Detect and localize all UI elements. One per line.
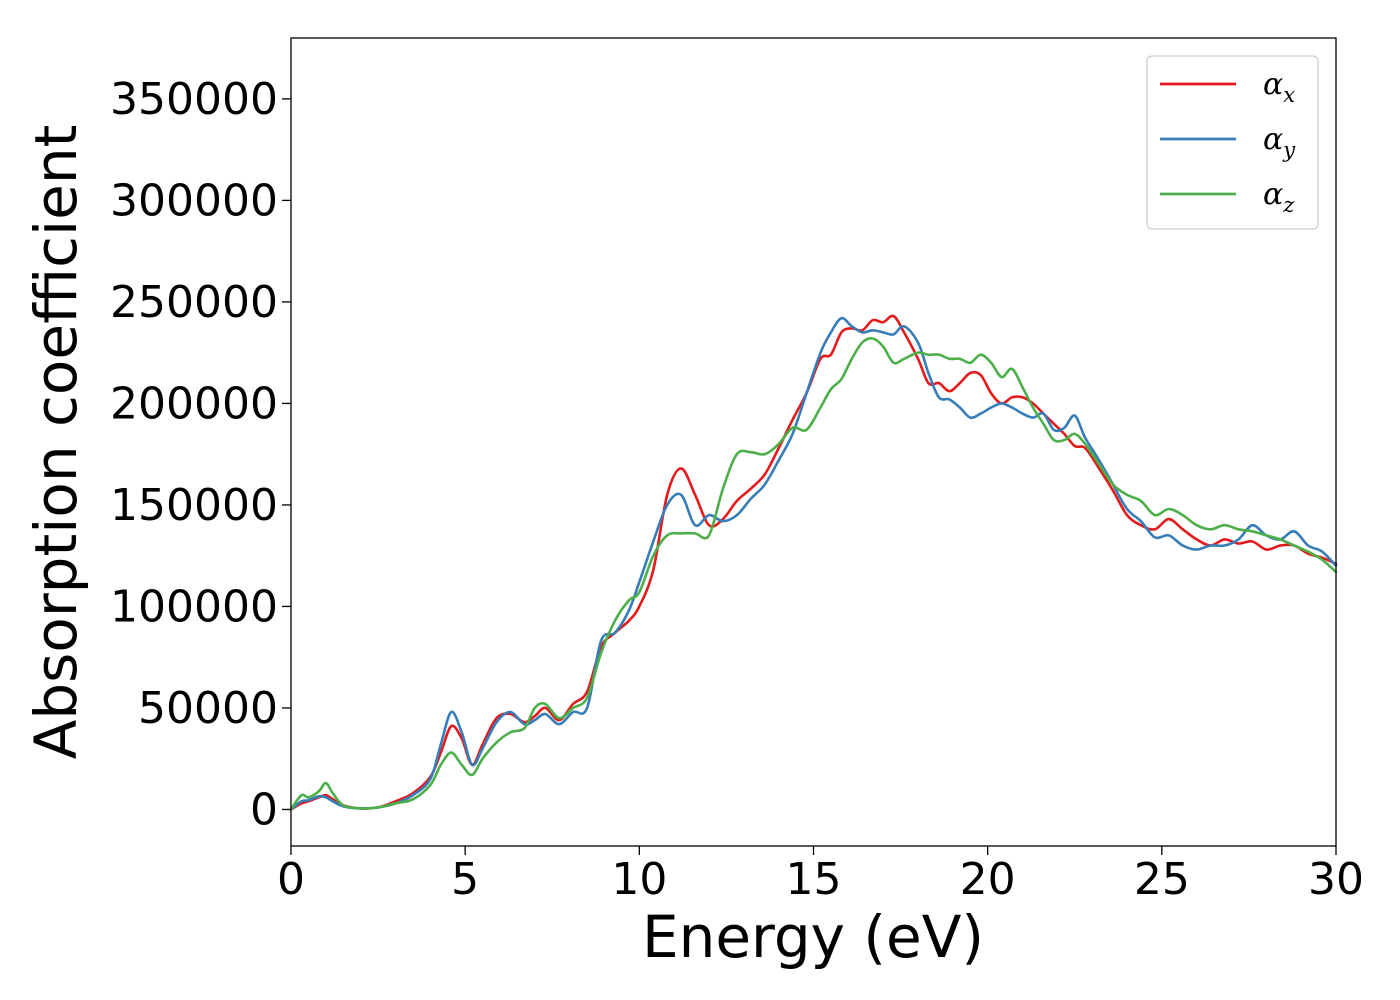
x-tick-label: 0 [277, 854, 305, 905]
series-line-x [289, 314, 1338, 811]
x-tick-label: 5 [451, 854, 479, 905]
x-tick-label: 30 [1308, 854, 1364, 905]
x-tick-label: 25 [1134, 854, 1190, 905]
y-tick-label: 0 [250, 784, 278, 835]
y-tick-label: 150000 [110, 480, 278, 531]
series-layer [289, 314, 1338, 811]
y-tick-label: 50000 [138, 683, 278, 734]
legend-box [1146, 55, 1319, 230]
y-axis-title: Absorption coefficient [22, 125, 90, 760]
y-axis: 0 50000 100000 150000 200000 250000 300000 3500… [110, 74, 291, 835]
y-tick-label: 300000 [110, 175, 278, 226]
x-tick-label: 10 [611, 854, 667, 905]
x-tick-label: 15 [786, 854, 842, 905]
y-tick-label: 100000 [110, 581, 278, 632]
series-line-y [289, 316, 1338, 811]
y-tick-label: 350000 [110, 74, 278, 125]
series-line-z [289, 337, 1338, 811]
y-tick-label: 200000 [110, 378, 278, 429]
x-axis-title: Energy (eV) [642, 903, 984, 971]
y-tick-label: 250000 [110, 277, 278, 328]
x-tick-label: 20 [960, 854, 1016, 905]
x-axis: 0 5 10 15 20 25 30 [277, 846, 1364, 905]
